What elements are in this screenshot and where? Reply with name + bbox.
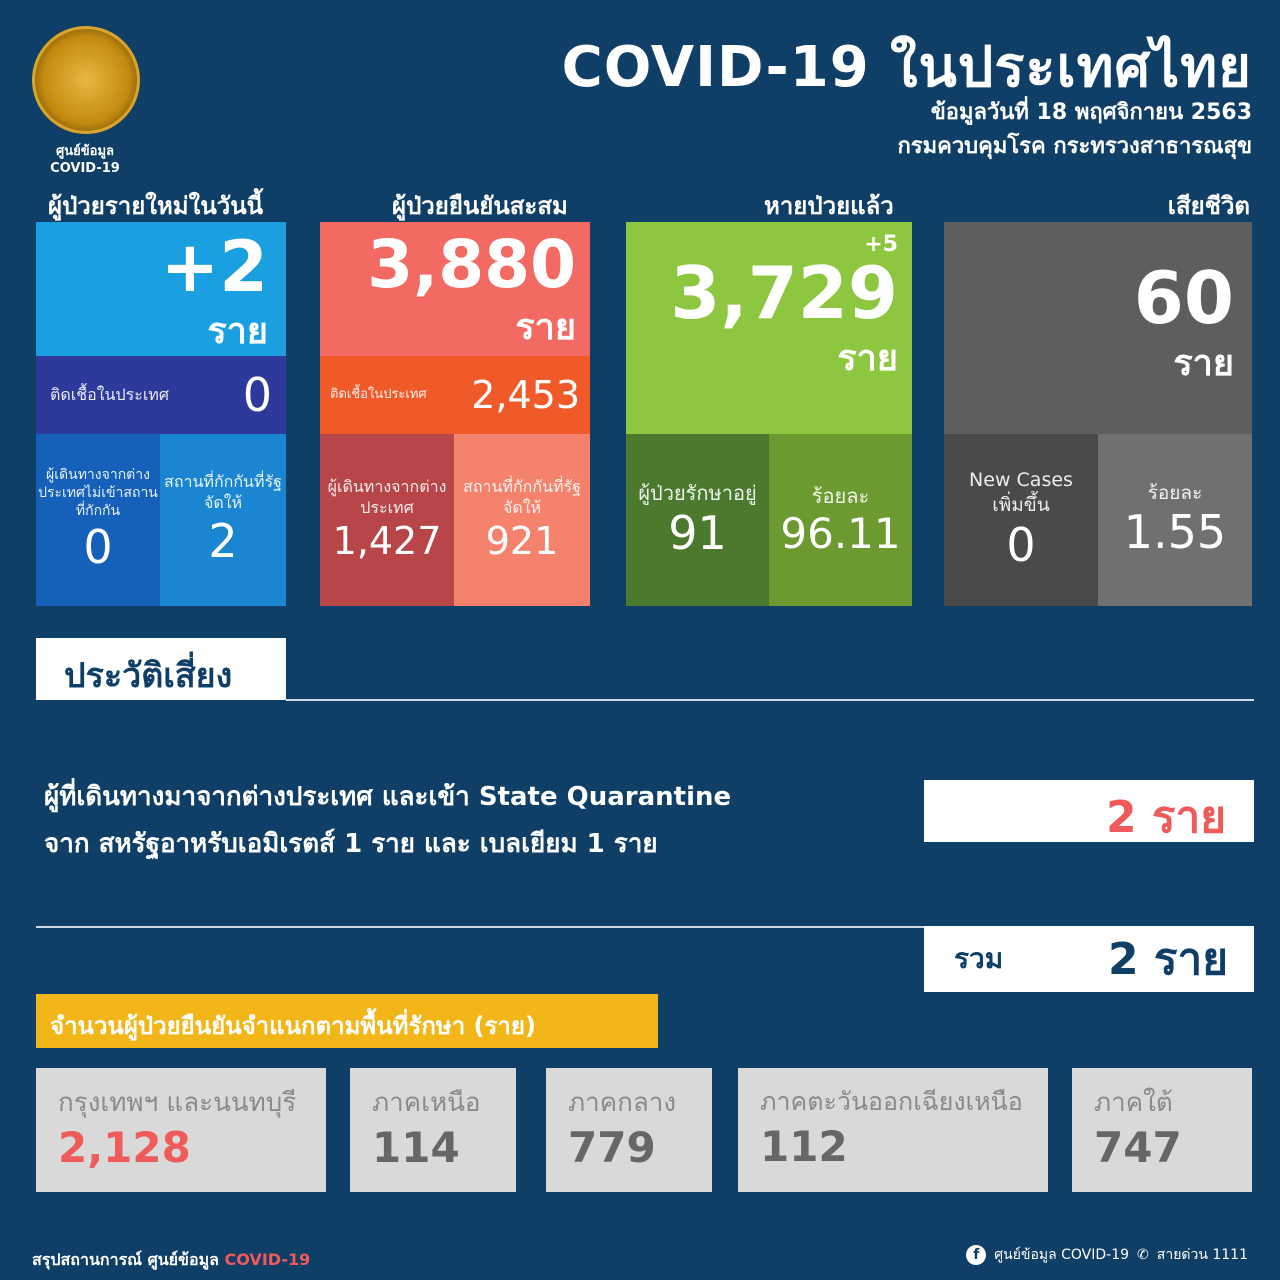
phone-icon: ✆	[1137, 1247, 1149, 1263]
risk-line-1: ผู้ที่เดินทางมาจากต่างประเทศ และเข้า Sta…	[44, 782, 732, 812]
new-quarantine: สถานที่กักกันที่รัฐจัดให้ 2	[160, 434, 286, 606]
value: 0	[242, 368, 272, 422]
region-value: 112	[760, 1122, 848, 1171]
cumulative-value: 3,880	[367, 226, 576, 303]
new-abroad: ผู้เดินทางจากต่างประเทศไม่เข้าสถานที่กัก…	[36, 434, 160, 606]
cumulative-abroad: ผู้เดินทางจากต่างประเทศ 1,427	[320, 434, 454, 606]
region-south: ภาคใต้ 747	[1072, 1068, 1252, 1192]
new-cases-total: +2 ราย	[36, 222, 286, 356]
risk-total: รวม 2 ราย	[924, 926, 1254, 992]
value: 91	[668, 506, 727, 560]
recovered-total: +5 3,729 ราย	[626, 222, 912, 434]
ddc-logo	[32, 26, 140, 134]
region-name: ภาคกลาง	[568, 1088, 677, 1118]
label: ร้อยละ	[811, 483, 870, 508]
recovered-delta: +5	[864, 232, 898, 257]
region-central: ภาคกลาง 779	[546, 1068, 712, 1192]
label: New Cases เพิ่มขึ้น	[969, 469, 1073, 516]
unit: ราย	[837, 338, 898, 379]
deaths-new: New Cases เพิ่มขึ้น 0	[944, 434, 1098, 606]
recovered-value: 3,729	[670, 251, 898, 335]
footer-left: สรุปสถานการณ์ ศูนย์ข้อมูล COVID-19	[32, 1248, 310, 1273]
region-northeast: ภาคตะวันออกเฉียงเหนือ 112	[738, 1068, 1048, 1192]
regions-heading: จำนวนผู้ป่วยยืนยันจำแนกตามพื้นที่รักษา (…	[36, 994, 658, 1048]
region-name: กรุงเทพฯ และนนทบุรี	[58, 1088, 297, 1118]
cumulative-total: 3,880 ราย	[320, 222, 590, 356]
label: ผู้ป่วยรักษาอยู่	[638, 481, 757, 505]
deaths-percent: ร้อยละ 1.55	[1098, 434, 1252, 606]
region-value: 2,128	[58, 1123, 191, 1172]
region-north: ภาคเหนือ 114	[350, 1068, 516, 1192]
unit: ราย	[515, 307, 576, 348]
label: สถานที่กักกันที่รัฐจัดให้	[463, 477, 581, 517]
divider	[36, 926, 926, 928]
label: ติดเชื้อในประเทศ	[330, 386, 427, 402]
value: 1.55	[1123, 505, 1227, 560]
logo-caption: ศูนย์ข้อมูล COVID-19	[30, 140, 140, 176]
value: 2	[208, 513, 238, 568]
footer-right: f ศูนย์ข้อมูล COVID-19 ✆ สายด่วน 1111	[966, 1244, 1248, 1266]
facebook-page[interactable]: ศูนย์ข้อมูล COVID-19	[994, 1247, 1130, 1263]
unit: ราย	[1173, 343, 1234, 384]
label: ร้อยละ	[1147, 481, 1203, 504]
cumulative-local: ติดเชื้อในประเทศ 2,453	[320, 356, 590, 434]
recovered-percent: ร้อยละ 96.11	[769, 434, 912, 606]
value: 0	[83, 520, 113, 575]
region-name: ภาคตะวันออกเฉียงเหนือ	[760, 1087, 1023, 1116]
recovered-treating: ผู้ป่วยรักษาอยู่ 91	[626, 434, 769, 606]
value: 921	[485, 518, 559, 563]
cumulative-heading: ผู้ป่วยยืนยันสะสม	[392, 192, 568, 220]
deaths-value: 60	[1133, 256, 1234, 340]
source: กรมควบคุมโรค กระทรวงสาธารณสุข	[897, 134, 1252, 159]
region-value: 114	[372, 1123, 460, 1172]
region-value: 779	[568, 1123, 656, 1172]
label: ติดเชื้อในประเทศ	[50, 384, 169, 404]
total-value: 2 ราย	[1107, 934, 1228, 985]
value: 1,427	[332, 518, 442, 563]
logo-caption-2: COVID-19	[50, 161, 120, 176]
value: 2,453	[471, 373, 580, 417]
region-name: ภาคใต้	[1094, 1088, 1173, 1118]
risk-count: 2 ราย	[924, 780, 1254, 843]
hotline: สายด่วน 1111	[1156, 1247, 1248, 1263]
unit: ราย	[207, 311, 268, 352]
label: ผู้เดินทางจากต่างประเทศ	[327, 477, 447, 517]
total-label: รวม	[954, 942, 1004, 975]
footer-text: สรุปสถานการณ์ ศูนย์ข้อมูล	[32, 1250, 219, 1269]
risk-heading: ประวัติเสี่ยง	[36, 638, 286, 700]
page-title: COVID-19 ในประเทศไทย	[561, 35, 1252, 100]
value: 96.11	[780, 508, 901, 558]
value: 0	[1006, 517, 1036, 572]
deaths-total: 60 ราย	[944, 222, 1252, 434]
region-name: ภาคเหนือ	[372, 1088, 481, 1118]
date: ข้อมูลวันที่ 18 พฤศจิกายน 2563	[930, 100, 1252, 125]
region-value: 747	[1094, 1123, 1182, 1172]
divider	[286, 699, 1254, 701]
new-local: ติดเชื้อในประเทศ 0	[36, 356, 286, 434]
cumulative-quarantine: สถานที่กักกันที่รัฐจัดให้ 921	[454, 434, 590, 606]
risk-line-2: จาก สหรัฐอาหรับเอมิเรตส์ 1 ราย และ เบลเย…	[44, 828, 658, 859]
region-bangkok: กรุงเทพฯ และนนทบุรี 2,128	[36, 1068, 326, 1192]
risk-description: ผู้ที่เดินทางมาจากต่างประเทศ และเข้า Sta…	[44, 774, 731, 868]
deaths-heading: เสียชีวิต	[1167, 192, 1250, 220]
recovered-heading: หายป่วยแล้ว	[764, 192, 894, 220]
new-cases-heading: ผู้ป่วยรายใหม่ในวันนี้	[48, 192, 264, 220]
new-cases-value: +2	[160, 226, 268, 308]
footer-accent: COVID-19	[224, 1250, 311, 1269]
label: ผู้เดินทางจากต่างประเทศไม่เข้าสถานที่กัก…	[38, 466, 158, 520]
logo-caption-1: ศูนย์ข้อมูล	[56, 144, 114, 159]
facebook-icon: f	[966, 1245, 987, 1265]
label: สถานที่กักกันที่รัฐจัดให้	[164, 472, 282, 512]
